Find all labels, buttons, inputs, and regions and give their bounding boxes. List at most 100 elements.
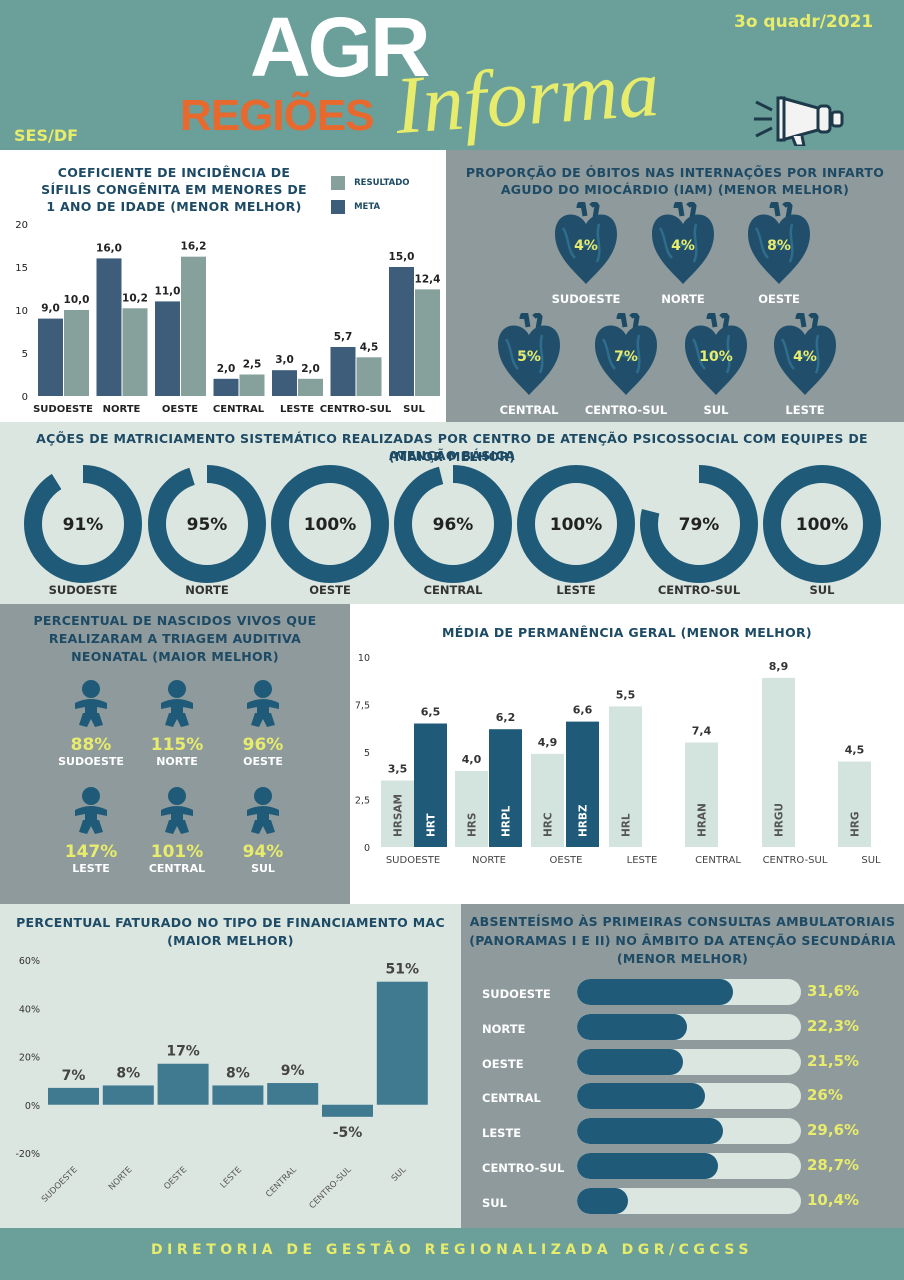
mac-panel: PERCENTUAL FATURADO NO TIPO DE FINANCIAM…	[0, 904, 461, 1228]
data-label: 4,5	[845, 744, 865, 757]
baby-legs	[165, 713, 189, 727]
heart-body	[595, 325, 657, 395]
donut-arc	[640, 465, 758, 583]
heart-icon	[748, 202, 810, 284]
group-label: SUDOESTE	[386, 855, 440, 866]
legend-meta-swatch	[331, 199, 345, 214]
heart-vessel	[576, 202, 600, 219]
bar-resultado	[181, 256, 206, 396]
bar	[455, 771, 488, 847]
iam-region: NORTE	[661, 292, 705, 306]
sifilis-chart: 0 5 10 15 20 9,0 10,0 SUDOESTE 16,0 10,2 NORTE 11,0…	[15, 220, 440, 415]
baby-arms	[247, 699, 279, 713]
iam-grid: 4% SUDOESTE 4% NORTE 8% OESTE 5% CENTRAL 7% CENTR…	[446, 150, 904, 422]
baby-legs	[79, 713, 103, 727]
matriciamento-panel: AÇÕES DE MATRICIAMENTO SISTEMÁTICO REALI…	[0, 422, 904, 604]
triagem-value: 94%	[242, 842, 284, 862]
mac-chart: -20% 0% 20% 40% 60% 7% SUDOESTE 8% NORTE 17% OESTE…	[15, 956, 428, 1211]
donut-region: LESTE	[556, 583, 596, 597]
iam-value: 10%	[699, 349, 733, 365]
legend-meta: META	[331, 196, 380, 215]
heart-veins	[504, 334, 544, 374]
absenteismo-fill	[577, 1083, 706, 1110]
category-label: OESTE	[162, 1165, 189, 1192]
heart-vessel	[519, 313, 543, 330]
bar	[322, 1104, 373, 1117]
y-tick-label: 10	[358, 653, 370, 664]
category-label: NORTE	[107, 1165, 135, 1193]
triagem-value: 88%	[70, 735, 112, 755]
category-label: CENTRO-SUL	[320, 404, 392, 415]
absenteismo-subtitle: (MENOR MELHOR)	[616, 951, 749, 966]
absenteismo-fill	[577, 1187, 629, 1214]
data-label: 9%	[281, 1063, 305, 1079]
iam-region: SUDOESTE	[551, 292, 621, 306]
legend-resultado: RESULTADO	[331, 172, 409, 191]
donut-value: 91%	[63, 515, 104, 535]
legend-meta-label: META	[354, 201, 381, 212]
baby-arms	[161, 699, 193, 713]
heart-body	[685, 325, 747, 395]
baby-arms	[247, 806, 279, 820]
iam-title: PROPORÇÃO DE ÓBITOS NAS INTERNAÇÕES POR …	[465, 165, 885, 197]
donut-chart: 96%	[394, 465, 512, 583]
data-label: 6,6	[573, 704, 593, 717]
bar	[531, 753, 564, 847]
legend-resultado-label: RESULTADO	[354, 177, 410, 188]
triagem-panel: PERCENTUAL DE NASCIDOS VIVOS QUE REALIZA…	[0, 604, 350, 904]
iam-value: 4%	[574, 238, 598, 254]
data-label: 2,0	[217, 363, 236, 375]
baby-legs	[251, 820, 275, 834]
category-label: OESTE	[162, 404, 198, 415]
baby-head	[168, 787, 186, 805]
donut-region: NORTE	[185, 583, 229, 597]
heart-veins	[780, 334, 820, 374]
donut-arc	[148, 465, 266, 583]
data-label: 9,0	[41, 303, 60, 315]
bar	[609, 706, 642, 847]
data-label: 6,2	[496, 711, 516, 724]
heart-veins	[691, 334, 731, 374]
hospital-label: HRG	[850, 812, 862, 838]
baby-legs	[79, 820, 103, 834]
absenteismo-fill	[577, 1048, 683, 1075]
bar-meta	[213, 378, 239, 396]
triagem-value: 101%	[150, 842, 204, 862]
baby-arms	[75, 806, 107, 820]
triagem-value: 115%	[150, 735, 204, 755]
heart-icon	[774, 313, 836, 395]
triagem-grid: 88% SUDOESTE 115% NORTE 96% OESTE 147% LESTE 101…	[0, 604, 350, 904]
bar	[381, 780, 414, 847]
absenteismo-fill	[577, 1013, 687, 1040]
group-label: OESTE	[550, 855, 583, 866]
triagem-value: 147%	[64, 842, 118, 862]
period-label: 3o quadr/2021	[734, 12, 874, 32]
donut-arc	[517, 465, 635, 583]
bar	[489, 729, 522, 847]
bar	[376, 981, 428, 1105]
data-label: 11,0	[155, 285, 181, 297]
donut-region: SUDOESTE	[48, 583, 118, 597]
category-label: SUDOESTE	[40, 1165, 80, 1205]
data-label: 5,5	[616, 688, 636, 701]
heart-body	[498, 325, 560, 395]
donut-arc	[24, 465, 142, 583]
hospital-label: HRL	[621, 813, 633, 837]
bar-meta	[330, 346, 356, 396]
bar-meta	[96, 258, 122, 396]
sifilis-title: COEFICIENTE DE INCIDÊNCIA DE SÍFILIS CON…	[41, 165, 307, 214]
heart-icon	[685, 313, 747, 395]
donut-arc	[394, 465, 512, 583]
permanencia-panel: MÉDIA DE PERMANÊNCIA GERAL (MENOR MELHOR…	[350, 604, 904, 904]
bar-meta	[389, 267, 414, 396]
bar-resultado	[122, 308, 148, 396]
sifilis-panel: COEFICIENTE DE INCIDÊNCIA DE SÍFILIS CON…	[0, 150, 446, 422]
bar	[566, 721, 599, 847]
baby-head	[82, 680, 100, 698]
bar-meta	[272, 370, 297, 396]
iam-value: 7%	[614, 349, 638, 365]
y-tick-label: 5	[364, 748, 370, 759]
hospital-label: HRBZ	[578, 804, 590, 837]
data-label: 3,0	[275, 354, 294, 366]
data-label: 10,0	[64, 294, 90, 306]
